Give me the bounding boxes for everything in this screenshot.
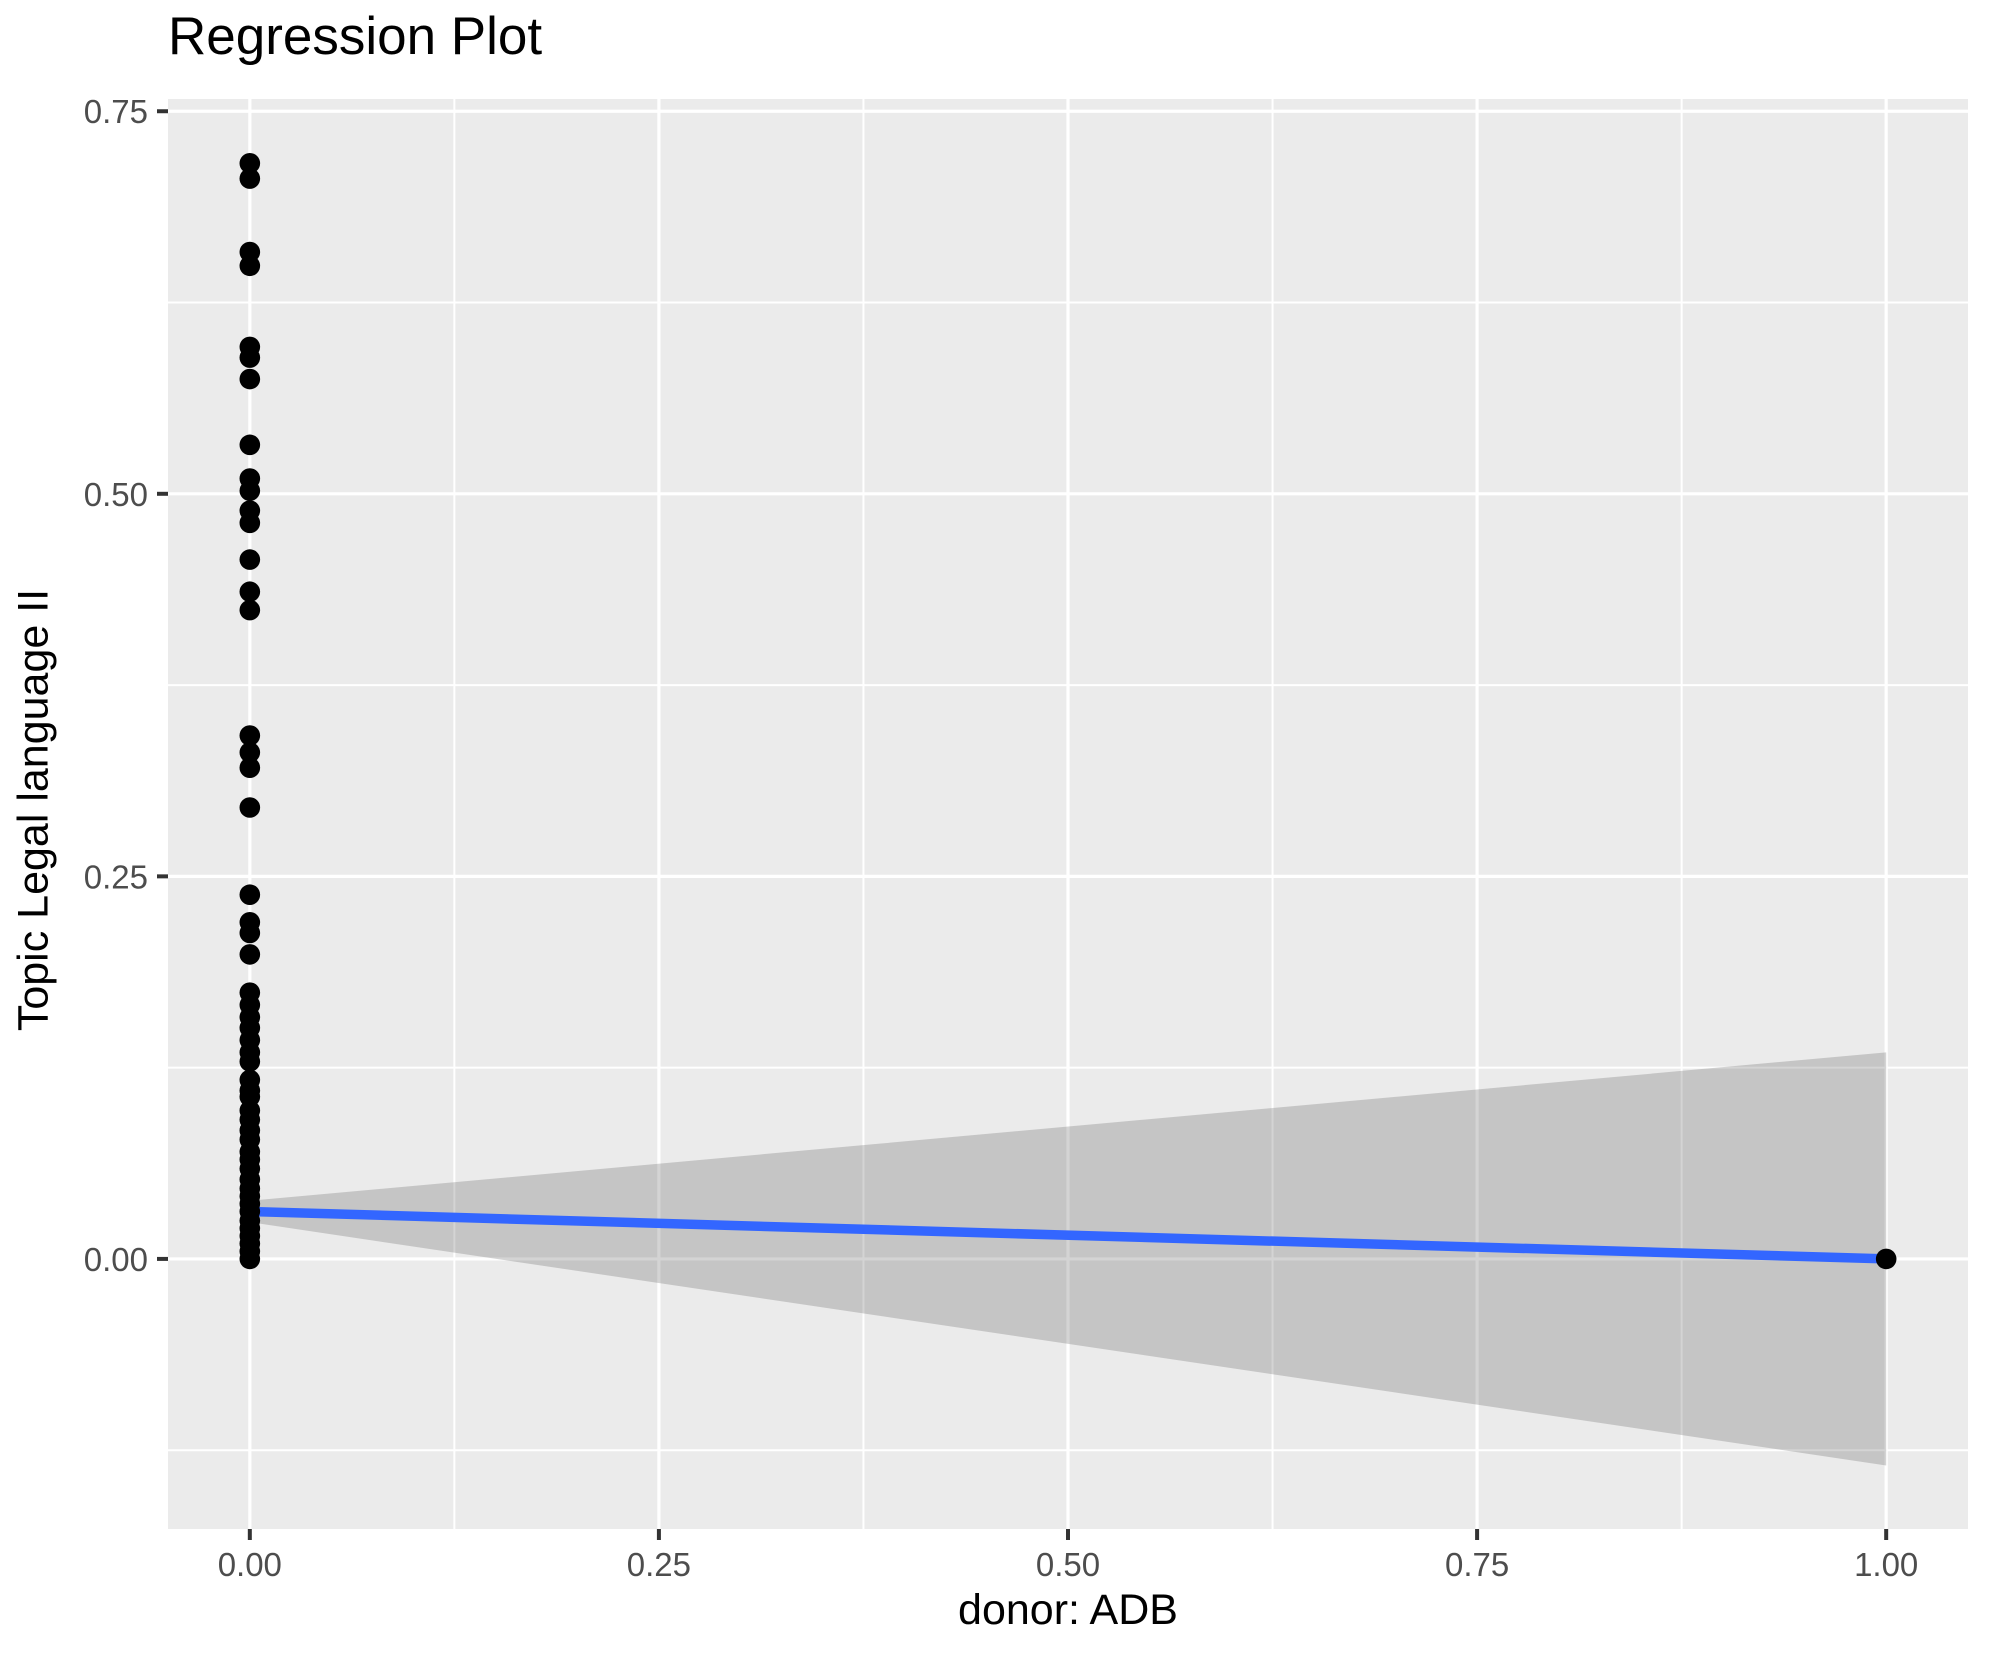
y-tick-label: 0.00 bbox=[84, 1241, 148, 1278]
plot-title: Regression Plot bbox=[168, 7, 543, 66]
scatter-point bbox=[239, 599, 261, 621]
scatter-point bbox=[239, 549, 261, 570]
scatter-point bbox=[239, 742, 261, 763]
scatter-point bbox=[239, 434, 261, 456]
x-tick-label: 0.25 bbox=[627, 1546, 691, 1583]
scatter-point bbox=[239, 512, 261, 534]
x-tick-label: 1.00 bbox=[1854, 1546, 1918, 1583]
x-tick-label: 0.00 bbox=[218, 1546, 282, 1583]
scatter-point bbox=[239, 922, 261, 944]
regression-line bbox=[245, 1206, 1891, 1264]
scatter-point bbox=[239, 480, 261, 502]
scatter-point bbox=[239, 884, 261, 906]
scatter-point bbox=[239, 944, 261, 965]
scatter-point bbox=[239, 1248, 261, 1270]
scatter-point bbox=[239, 797, 261, 818]
scatter-point bbox=[239, 757, 261, 779]
scatter-point bbox=[239, 168, 261, 189]
scatter-point bbox=[239, 347, 261, 368]
scatter-point bbox=[239, 255, 261, 277]
scatter-point bbox=[239, 725, 261, 746]
confidence-band bbox=[249, 1052, 1887, 1466]
y-tick-label: 0.25 bbox=[84, 858, 148, 895]
scatter-point bbox=[1875, 1248, 1897, 1270]
x-axis-title: donor: ADB bbox=[958, 1586, 1178, 1634]
scatter-point bbox=[239, 152, 261, 174]
scatter-point bbox=[239, 581, 261, 603]
y-tick-label: 0.50 bbox=[84, 476, 148, 513]
scatter-point bbox=[239, 368, 261, 390]
x-tick-label: 0.50 bbox=[1036, 1546, 1100, 1583]
x-tick-label: 0.75 bbox=[1445, 1546, 1509, 1583]
y-tick-label: 0.75 bbox=[84, 93, 148, 130]
scatter-point bbox=[239, 1051, 261, 1072]
y-axis-title: Topic Legal language II bbox=[9, 588, 58, 1032]
